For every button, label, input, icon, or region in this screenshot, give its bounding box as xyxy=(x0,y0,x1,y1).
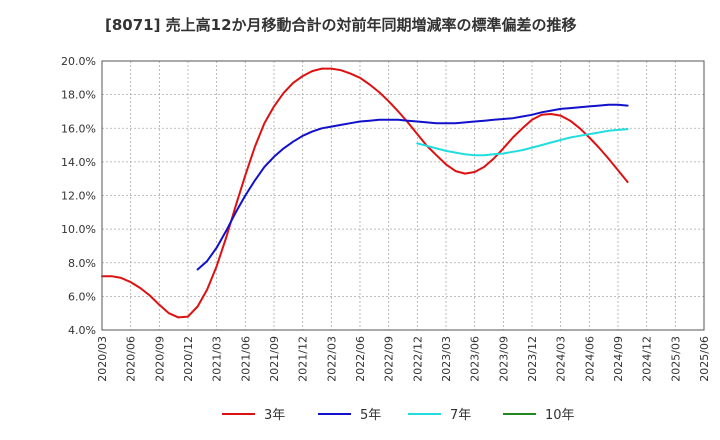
x-tick-label: 2021/06 xyxy=(239,336,252,382)
y-tick-label: 14.0% xyxy=(61,156,96,169)
x-tick-label: 2025/06 xyxy=(698,336,711,382)
chart-title: [8071] 売上高12か月移動合計の対前年同期増減率の標準偏差の推移 xyxy=(105,16,577,34)
y-tick-label: 20.0% xyxy=(61,55,96,68)
x-tick-label: 2020/12 xyxy=(182,336,195,382)
x-tick-label: 2020/06 xyxy=(125,336,138,382)
legend: 3年 5年 7年 10年 xyxy=(222,408,575,423)
y-tick-label: 10.0% xyxy=(61,223,96,236)
legend-label: 7年 xyxy=(450,408,471,423)
y-tick-label: 12.0% xyxy=(61,190,96,203)
x-tick-label: 2021/03 xyxy=(211,336,224,382)
series-lines xyxy=(101,67,629,319)
y-tick-label: 16.0% xyxy=(61,122,96,135)
series-line-5年 xyxy=(196,103,629,271)
x-tick-label: 2021/09 xyxy=(268,336,281,382)
x-tick-label: 2023/03 xyxy=(440,336,453,382)
grid xyxy=(101,60,705,331)
x-tick-label: 2022/09 xyxy=(383,336,396,382)
x-tick-label: 2024/06 xyxy=(583,336,596,382)
series-line-7年 xyxy=(416,128,629,157)
x-tick-label: 2022/03 xyxy=(325,336,338,382)
x-tick-label: 2020/09 xyxy=(153,336,166,382)
y-tick-label: 4.0% xyxy=(68,324,96,337)
legend-label: 10年 xyxy=(545,408,575,423)
y-tick-label: 8.0% xyxy=(68,257,96,270)
y-tick-label: 6.0% xyxy=(68,290,96,303)
x-tick-label: 2023/09 xyxy=(497,336,510,382)
y-tick-label: 18.0% xyxy=(61,89,96,102)
x-tick-label: 2022/06 xyxy=(354,336,367,382)
x-tick-label: 2023/06 xyxy=(469,336,482,382)
series-line-3年 xyxy=(101,67,629,319)
x-tick-label: 2020/03 xyxy=(96,336,109,382)
legend-label: 3年 xyxy=(264,408,285,423)
x-tick-label: 2024/09 xyxy=(612,336,625,382)
plot-frame xyxy=(101,60,705,331)
x-tick-label: 2024/03 xyxy=(555,336,568,382)
x-axis-ticks: 2020/03 2020/06 2020/09 2020/12 2021/03 2021/… xyxy=(96,336,711,382)
x-tick-label: 2023/12 xyxy=(526,336,539,382)
x-tick-label: 2022/12 xyxy=(411,336,424,382)
x-tick-label: 2021/12 xyxy=(297,336,310,382)
y-axis-ticks: 4.0% 6.0% 8.0% 10.0% 12.0% 14.0% 16.0% 18.0% 20.… xyxy=(61,55,96,337)
x-tick-label: 2024/12 xyxy=(641,336,654,382)
x-tick-label: 2025/03 xyxy=(669,336,682,382)
legend-label: 5年 xyxy=(360,408,381,423)
